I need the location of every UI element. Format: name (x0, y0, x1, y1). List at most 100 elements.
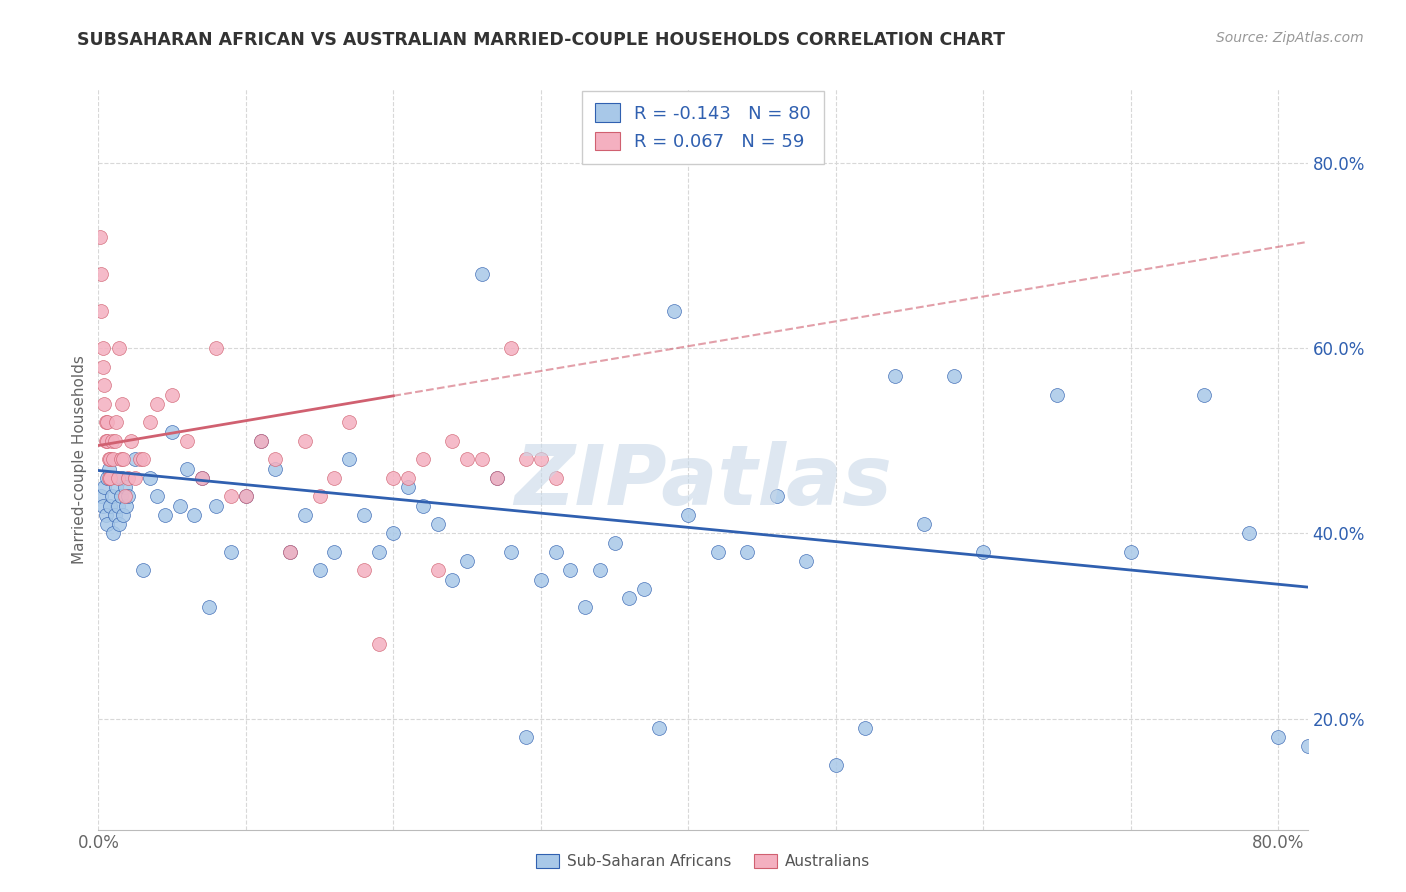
Point (337, 415, 360, 429)
Point (323, 471, 346, 485)
Point (501, 342, 523, 356)
Point (111, 471, 134, 485)
Point (94, 508, 117, 522)
Point (501, 545, 523, 559)
Point (93, 397, 115, 411)
Point (337, 452, 360, 467)
Point (412, 499, 434, 513)
Point (107, 471, 129, 485)
Point (249, 434, 271, 448)
Point (308, 564, 330, 578)
Point (98, 471, 121, 485)
Point (1046, 387, 1069, 401)
Point (98, 499, 121, 513)
Point (219, 545, 242, 559)
Point (530, 452, 553, 467)
Point (105, 480, 128, 494)
Point (1194, 387, 1216, 401)
Point (101, 526, 124, 541)
Point (96, 517, 118, 532)
Point (108, 342, 131, 356)
Point (117, 471, 139, 485)
Point (264, 452, 287, 467)
Point (972, 545, 994, 559)
Point (128, 452, 150, 467)
Point (104, 434, 127, 448)
Text: Source: ZipAtlas.com: Source: ZipAtlas.com (1216, 31, 1364, 45)
Point (112, 508, 135, 522)
Point (98, 452, 121, 467)
Point (471, 268, 494, 282)
Point (139, 471, 162, 485)
Point (382, 526, 405, 541)
Point (235, 489, 257, 503)
Point (114, 480, 136, 494)
Point (367, 545, 389, 559)
Point (153, 508, 176, 522)
Point (115, 499, 138, 513)
Point (706, 545, 728, 559)
Point (146, 397, 169, 411)
Point (1237, 526, 1260, 541)
Legend: R = -0.143   N = 80, R = 0.067   N = 59: R = -0.143 N = 80, R = 0.067 N = 59 (582, 91, 824, 164)
Point (160, 425, 183, 439)
Point (735, 545, 758, 559)
Point (96, 471, 118, 485)
Point (96, 434, 118, 448)
Point (93, 378, 115, 392)
Point (485, 471, 508, 485)
Point (176, 434, 198, 448)
Point (160, 387, 183, 401)
Point (94, 415, 117, 429)
Y-axis label: Married-couple Households: Married-couple Households (72, 355, 87, 564)
Point (1119, 545, 1142, 559)
Point (353, 564, 375, 578)
Point (176, 461, 198, 475)
Point (456, 452, 478, 467)
Point (441, 434, 464, 448)
Point (93, 480, 115, 494)
Point (603, 535, 626, 549)
Point (353, 508, 375, 522)
Point (120, 434, 142, 448)
Point (412, 452, 434, 467)
Point (249, 434, 271, 448)
Point (124, 471, 146, 485)
Point (190, 471, 212, 485)
Point (91, 359, 114, 374)
Point (110, 452, 132, 467)
Point (678, 508, 700, 522)
Point (108, 517, 131, 532)
Point (382, 471, 405, 485)
Point (117, 489, 139, 503)
Point (198, 600, 221, 615)
Point (794, 554, 817, 568)
Point (515, 730, 537, 744)
Point (619, 591, 641, 606)
Point (96, 415, 118, 429)
Point (219, 489, 242, 503)
Point (90, 489, 112, 503)
Point (91, 499, 114, 513)
Point (89, 230, 111, 244)
Point (100, 434, 122, 448)
Point (560, 564, 582, 578)
Point (544, 471, 567, 485)
Point (883, 369, 905, 384)
Point (114, 489, 136, 503)
Point (205, 342, 228, 356)
Point (441, 573, 464, 587)
Legend: Sub-Saharan Africans, Australians: Sub-Saharan Africans, Australians (530, 848, 876, 875)
Point (131, 564, 153, 578)
Point (235, 489, 257, 503)
Point (169, 499, 191, 513)
Point (131, 452, 153, 467)
Point (183, 508, 205, 522)
Point (90, 268, 112, 282)
Point (308, 489, 330, 503)
Point (367, 637, 389, 651)
Point (278, 545, 301, 559)
Point (146, 489, 169, 503)
Point (294, 434, 316, 448)
Point (94, 434, 117, 448)
